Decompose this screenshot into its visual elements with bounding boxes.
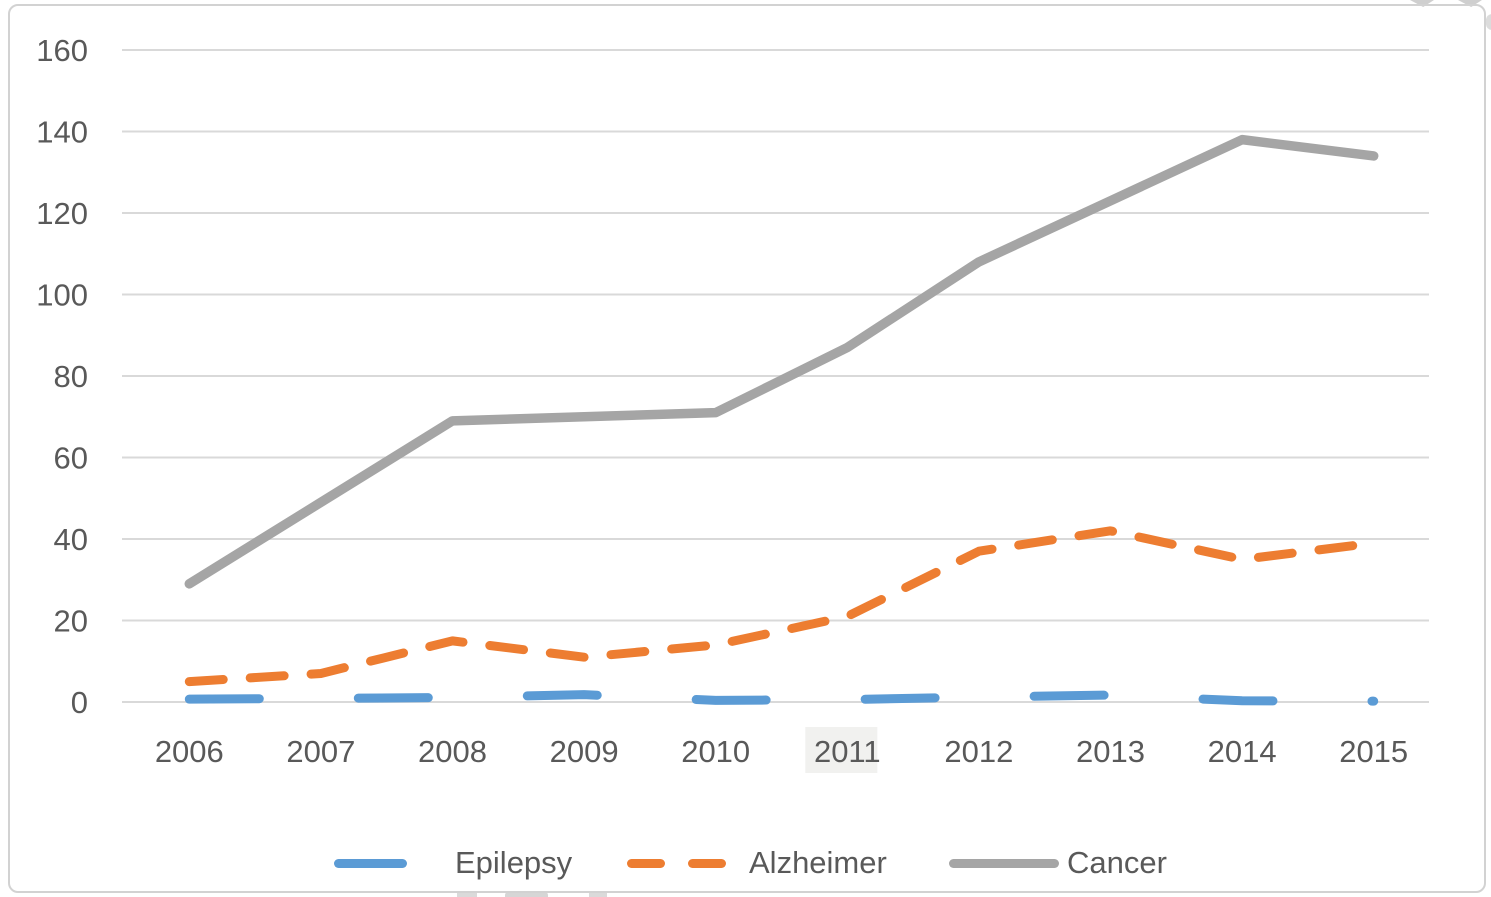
legend-label-cancer: Cancer bbox=[1067, 845, 1167, 880]
series-line-alzheimer bbox=[184, 526, 1379, 687]
chart-legend: Epilepsy Alzheimer Cancer bbox=[0, 844, 1491, 884]
legend-label-epilepsy: Epilepsy bbox=[455, 845, 573, 880]
x-label-highlight bbox=[805, 727, 878, 773]
y-axis-tick-label: 160 bbox=[36, 33, 88, 68]
y-axis-tick-label: 140 bbox=[36, 115, 88, 150]
alzheimer-line-swatch bbox=[688, 858, 726, 868]
x-axis-label: 2007 bbox=[286, 734, 355, 769]
x-axis-label: 2008 bbox=[418, 734, 487, 769]
watermark-fragment-bottom bbox=[505, 892, 548, 897]
y-axis-tick-label: 40 bbox=[54, 522, 88, 557]
x-axis-label: 2015 bbox=[1339, 734, 1408, 769]
series-line-epilepsy bbox=[184, 690, 1379, 706]
y-axis-tick-label: 20 bbox=[54, 604, 88, 639]
y-axis-tick-label: 0 bbox=[71, 685, 88, 720]
x-axis-label: 2006 bbox=[155, 734, 224, 769]
y-axis-tick-label: 100 bbox=[36, 278, 88, 313]
cancer-line-swatch bbox=[949, 858, 1059, 868]
watermark-fragment-bottom bbox=[589, 893, 607, 897]
x-axis-label: 2012 bbox=[944, 734, 1013, 769]
y-axis-tick-label: 60 bbox=[54, 441, 88, 476]
watermark-fragment-bottom bbox=[457, 893, 477, 897]
legend-label-alzheimer: Alzheimer bbox=[749, 845, 887, 880]
x-axis-label: 2011 bbox=[814, 734, 881, 769]
legend-item-cancer: Cancer bbox=[949, 844, 1167, 882]
x-axis-label: 2010 bbox=[681, 734, 750, 769]
watermark-fragment-top bbox=[1410, 0, 1434, 7]
epilepsy-line-swatch bbox=[334, 858, 407, 868]
y-axis-tick-label: 120 bbox=[36, 196, 88, 231]
watermark-fragment-right bbox=[1486, 14, 1491, 30]
series-line-cancer bbox=[184, 134, 1379, 589]
legend-item-alzheimer: Alzheimer bbox=[627, 844, 887, 882]
watermark-fragment-top bbox=[1458, 0, 1482, 7]
x-axis-label: 2009 bbox=[550, 734, 619, 769]
y-axis-tick-label: 80 bbox=[54, 359, 88, 394]
alzheimer-line-swatch bbox=[627, 858, 665, 868]
x-axis-label: 2014 bbox=[1208, 734, 1277, 769]
x-axis-label: 2013 bbox=[1076, 734, 1145, 769]
legend-item-epilepsy: Epilepsy bbox=[334, 844, 572, 882]
